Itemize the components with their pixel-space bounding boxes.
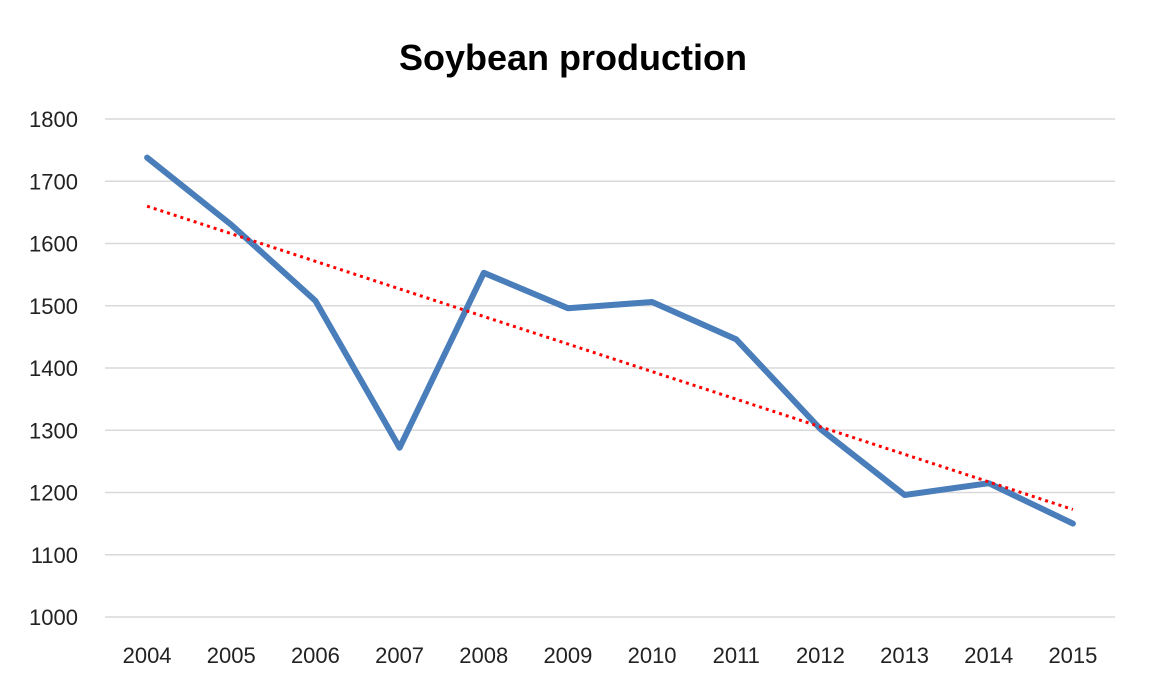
y-tick-label-1300: 1300 — [29, 418, 78, 443]
x-tick-label-2010: 2010 — [628, 643, 677, 668]
y-tick-label-1500: 1500 — [29, 294, 78, 319]
series-lines — [144, 154, 1076, 527]
y-tick-label-1000: 1000 — [29, 605, 78, 630]
x-tick-label-2004: 2004 — [123, 643, 172, 668]
x-tick-label-2008: 2008 — [459, 643, 508, 668]
x-tick-label-2012: 2012 — [796, 643, 845, 668]
series-line — [144, 154, 1076, 527]
y-tick-label-1800: 1800 — [29, 107, 78, 132]
y-tick-label-1600: 1600 — [29, 232, 78, 257]
chart-title: Soybean production — [399, 37, 747, 78]
x-tick-label-2014: 2014 — [964, 643, 1013, 668]
x-tick-label-2006: 2006 — [291, 643, 340, 668]
x-tick-label-2009: 2009 — [543, 643, 592, 668]
y-tick-label-1700: 1700 — [29, 169, 78, 194]
y-tick-label-1100: 1100 — [31, 543, 78, 568]
x-tick-label-2007: 2007 — [375, 643, 424, 668]
y-tick-label-1200: 1200 — [29, 481, 78, 506]
x-tick-label-2013: 2013 — [880, 643, 929, 668]
x-tick-label-2011: 2011 — [713, 643, 760, 668]
x-tick-label-2015: 2015 — [1048, 643, 1097, 668]
y-axis-tick-labels: 1000 1100 1200 1300 1400 1500 1600 1700 1800 — [29, 107, 78, 630]
trendline — [146, 204, 1074, 511]
gridlines — [105, 118, 1115, 618]
x-tick-label-2005: 2005 — [207, 643, 256, 668]
x-axis-tick-labels: 2004 2005 2006 2007 2008 2009 2010 2011 2012 2013… — [123, 643, 1098, 668]
y-tick-label-1400: 1400 — [29, 356, 78, 381]
